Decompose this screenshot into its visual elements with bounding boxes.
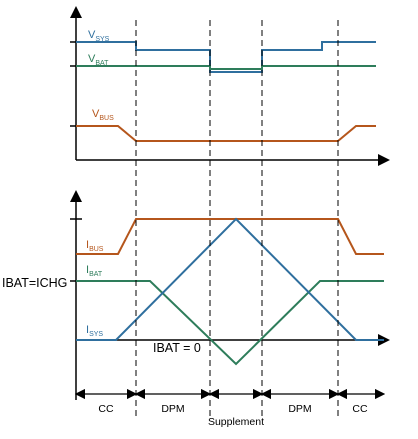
phase-dividers: [135, 20, 339, 420]
isys-label: ISYS: [86, 324, 103, 338]
phase-label-dpm: DPM: [288, 403, 311, 415]
phase-bar: CC DPM Supplement DPM CC: [74, 388, 386, 428]
vbus-curve: [76, 125, 376, 142]
vsys-curve: [76, 41, 376, 73]
vbus-label-main: V: [92, 108, 100, 120]
vbat-curve: [76, 65, 376, 70]
phase-label-cc: CC: [352, 403, 368, 415]
ibat-zero-annotation: IBAT = 0: [153, 341, 201, 355]
phase-label-supplement: Supplement: [208, 416, 264, 428]
phase-label-cc: CC: [98, 403, 114, 415]
vbat-label-sub: BAT: [95, 60, 109, 67]
ichg-annotation: IBAT=ICHG: [2, 276, 67, 290]
vsys-label-sub: SYS: [95, 36, 109, 43]
ibat-label: IBAT: [86, 264, 103, 278]
ibat-curve: [76, 280, 384, 366]
ibus-label: IBUS: [86, 239, 104, 253]
top-panel: VSYS VBAT VBUS: [70, 6, 390, 166]
isys-label-sub: SYS: [89, 331, 103, 338]
vbus-label-sub: BUS: [99, 115, 114, 122]
ibus-label-sub: BUS: [89, 246, 104, 253]
vsys-label-main: V: [88, 29, 96, 41]
vbat-label: VBAT: [88, 53, 109, 67]
vbat-label-main: V: [88, 53, 96, 65]
vsys-label: VSYS: [88, 29, 110, 43]
ibat-label-main: I: [86, 264, 89, 276]
vbus-label: VBUS: [92, 108, 114, 122]
ibat-label-sub: BAT: [89, 271, 103, 278]
phase-label-dpm: DPM: [161, 403, 184, 415]
isys-curve: [76, 217, 384, 341]
ibus-label-main: I: [86, 239, 89, 251]
isys-label-main: I: [86, 324, 89, 336]
bottom-panel: IBUS IBAT ISYS IBAT=ICHG IBAT = 0: [2, 190, 390, 400]
